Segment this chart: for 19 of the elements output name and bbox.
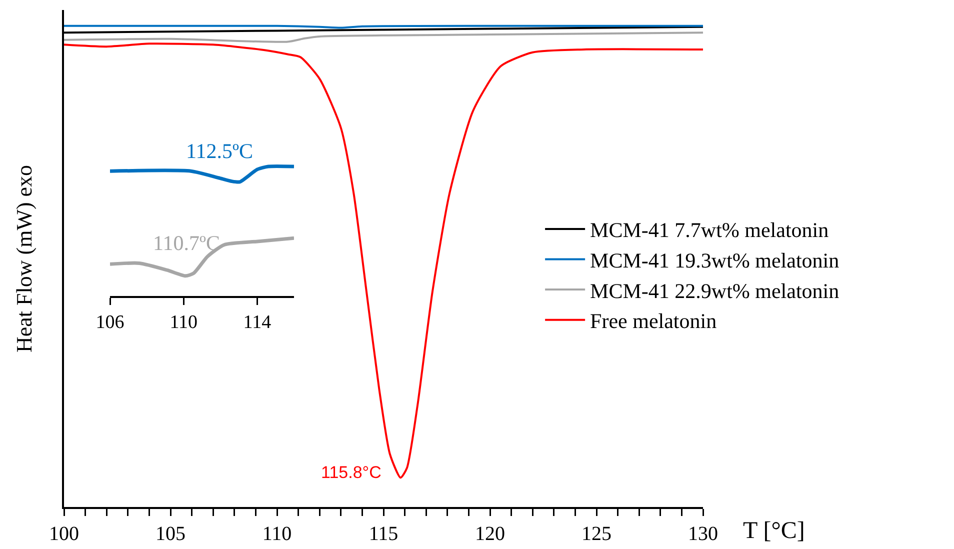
x-tick-label: 106 <box>96 312 124 333</box>
x-tick-label: 114 <box>243 312 272 333</box>
x-axis-title: T [°C] <box>743 518 805 544</box>
x-tick-label: 120 <box>475 523 505 545</box>
x-tick-label: 105 <box>156 523 186 545</box>
legend-label: MCM-41 7.7wt% melatonin <box>590 218 830 242</box>
annotation: 110.7ºC <box>153 231 220 255</box>
legend-label: MCM-41 19.3wt% melatonin <box>590 248 840 272</box>
x-tick-label: 125 <box>582 523 612 545</box>
annotation: 112.5ºC <box>186 139 253 163</box>
legend-label: MCM-41 22.9wt% melatonin <box>590 278 840 303</box>
y-axis-title: Heat Flow (mW) exo <box>12 164 36 352</box>
x-tick-label: 110 <box>170 312 198 333</box>
legend-label: Free melatonin <box>590 309 718 334</box>
x-tick-label: 130 <box>688 523 718 545</box>
x-tick-label: 110 <box>262 523 292 545</box>
x-tick-label: 100 <box>49 523 79 545</box>
x-tick-label: 115 <box>368 523 398 545</box>
annotation: 115.8°C <box>321 463 382 482</box>
